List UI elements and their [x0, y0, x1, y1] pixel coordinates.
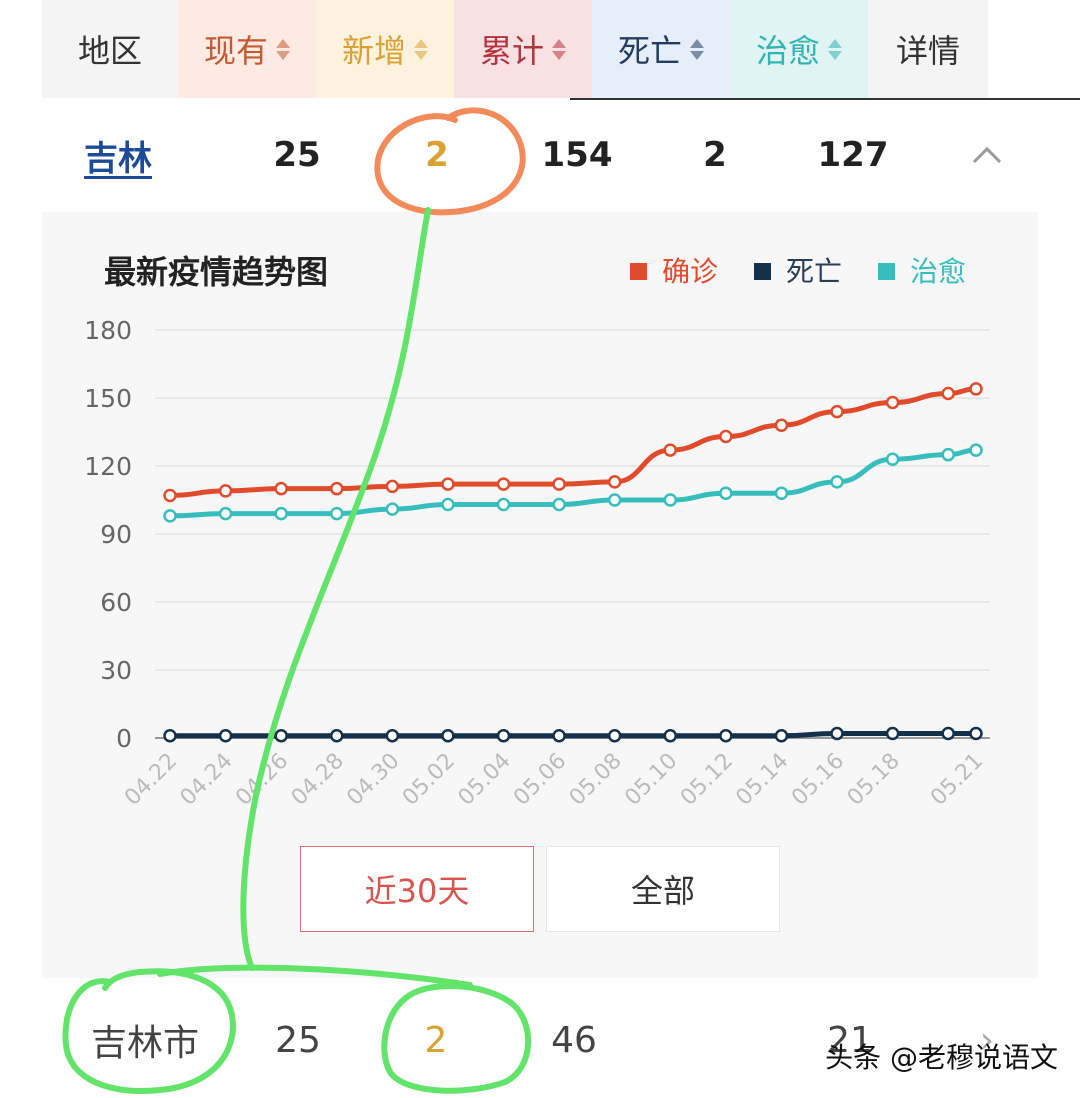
header-col-3[interactable]: 累计: [454, 0, 592, 98]
header-col-0: 地区: [42, 0, 178, 98]
city-name[interactable]: 吉林市: [90, 1023, 199, 1064]
header-divider: [570, 98, 1080, 100]
city-new-count: 2: [424, 1019, 448, 1061]
current-count: 25: [273, 135, 321, 175]
sort-icon[interactable]: [690, 38, 704, 60]
new-count: 2: [425, 135, 449, 175]
range-all-button[interactable]: 全部: [546, 846, 780, 932]
header-col-1[interactable]: 现有: [178, 0, 316, 98]
header-col-4[interactable]: 死亡: [592, 0, 730, 98]
sort-icon[interactable]: [552, 38, 566, 60]
table-header: 地区 现有 新增 累计 死亡 治愈 详情: [42, 0, 1038, 98]
header-col-2[interactable]: 新增: [316, 0, 454, 98]
header-col-6: 详情: [868, 0, 988, 98]
sort-icon[interactable]: [414, 38, 428, 60]
chevron-up-icon: [972, 146, 1002, 164]
province-name-link[interactable]: 吉林: [84, 138, 152, 179]
header-col-5[interactable]: 治愈: [730, 0, 868, 98]
range-recent-30-days-button[interactable]: 近30天: [300, 846, 534, 932]
header-label: 死亡: [617, 32, 682, 70]
header-label: 新增: [341, 32, 406, 70]
header-label: 累计: [479, 32, 544, 70]
header-label: 治愈: [755, 32, 820, 70]
city-cured-count: 21: [827, 1019, 873, 1061]
death-count: 2: [703, 135, 727, 175]
chart-panel: [42, 212, 1038, 978]
city-detail-arrow-icon[interactable]: ›: [979, 1019, 995, 1061]
city-current-count: 25: [275, 1019, 321, 1061]
collapse-button[interactable]: [942, 100, 1032, 210]
watermark: 头条 @老穆说语文: [825, 1041, 1058, 1074]
province-row[interactable]: 吉林 25 2 154 2 127: [42, 100, 1038, 210]
header-label: 现有: [203, 32, 268, 70]
total-count: 154: [541, 135, 613, 175]
header-label: 地区: [77, 32, 142, 70]
header-label: 详情: [895, 32, 960, 70]
city-total-count: 46: [551, 1019, 597, 1061]
sort-icon[interactable]: [828, 38, 842, 60]
sort-icon[interactable]: [276, 38, 290, 60]
cured-count: 127: [817, 135, 889, 175]
